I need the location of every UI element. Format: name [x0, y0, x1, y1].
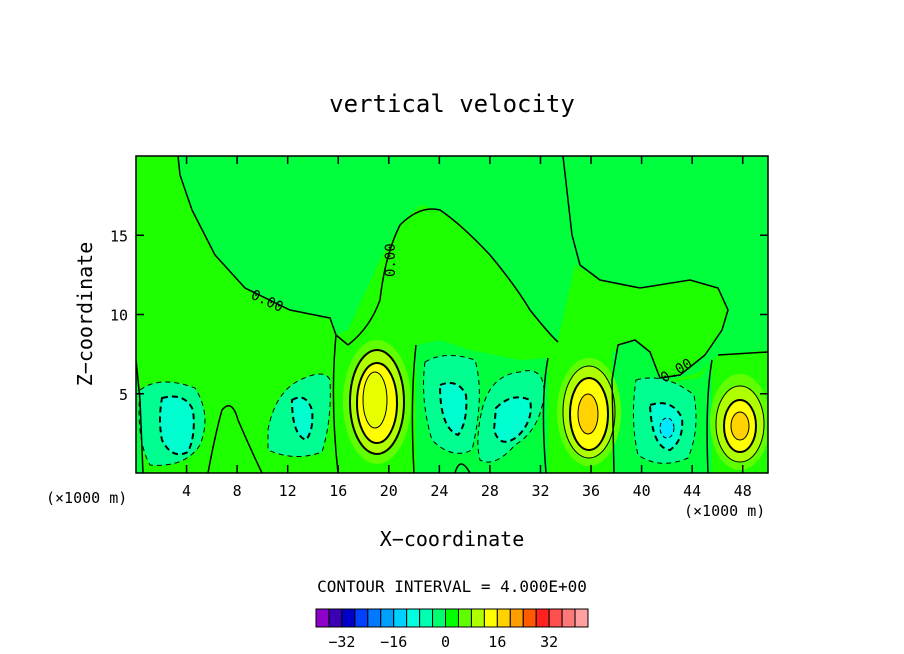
colorbar-swatch-9	[432, 608, 447, 628]
colorbar-tick-labels: −32 −16 0 16 32	[328, 633, 558, 651]
colorbar-swatch-3	[354, 608, 369, 628]
x-tick-label: 32	[531, 482, 549, 500]
colorbar-tick-label: 0	[441, 633, 450, 651]
x-tick-label: 36	[582, 482, 600, 500]
y-axis-ticks: 5 10 15	[110, 227, 768, 404]
downdraft-3	[423, 355, 480, 454]
colorbar-swatch-7	[406, 608, 421, 628]
x-unit-left: (×1000 m)	[46, 489, 127, 507]
x-tick-label: 8	[233, 482, 242, 500]
colorbar-swatch-10	[445, 608, 459, 628]
colorbar-swatch-20	[574, 608, 589, 628]
colorbar-swatch-5	[380, 608, 395, 628]
contour-region-upper	[178, 156, 768, 382]
colorbar-tick-label: 16	[488, 633, 506, 651]
x-tick-label: 16	[329, 482, 347, 500]
updraft-1	[343, 340, 411, 464]
colorbar-swatch-18	[548, 608, 563, 628]
chart-title: vertical velocity	[329, 90, 575, 118]
x-tick-label: 20	[380, 482, 398, 500]
colorbar-swatch-11	[457, 608, 472, 628]
y-tick-label: 5	[119, 386, 128, 404]
x-tick-label: 24	[430, 482, 448, 500]
x-axis-label: X−coordinate	[380, 527, 525, 551]
colorbar-swatch-14	[496, 608, 511, 628]
colorbar-tick-label: −16	[380, 633, 407, 651]
updraft-3	[710, 374, 768, 470]
downdraft-2	[267, 373, 331, 457]
colorbar-swatch-17	[535, 608, 550, 628]
x-axis-ticks: 4 8 12 16 20 24 28 32 36 40 44 48	[182, 156, 752, 500]
colorbar-swatch-13	[483, 608, 498, 628]
colorbar-swatch-15	[509, 608, 524, 628]
colorbar-swatch-6	[393, 608, 408, 628]
contour-label-1: 0.00	[383, 243, 399, 277]
colorbar-swatch-19	[561, 608, 576, 628]
x-unit-right: (×1000 m)	[684, 502, 765, 520]
colorbar-swatch-2	[341, 608, 356, 628]
zero-contours	[136, 156, 768, 473]
contour-field	[136, 156, 768, 473]
colorbar	[315, 608, 589, 628]
y-tick-label: 10	[110, 307, 128, 325]
x-tick-label: 28	[481, 482, 499, 500]
x-tick-label: 44	[683, 482, 701, 500]
contour-interval-text: CONTOUR INTERVAL = 4.000E+00	[317, 577, 587, 596]
downdraft-4	[477, 370, 545, 463]
colorbar-swatch-1	[328, 608, 343, 628]
downdraft-5	[632, 377, 697, 464]
x-tick-label: 4	[182, 482, 191, 500]
downdraft-1	[138, 381, 206, 466]
colorbar-swatch-8	[419, 608, 434, 628]
colorbar-tick-label: −32	[328, 633, 355, 651]
colorbar-swatch-12	[470, 608, 485, 628]
colorbar-swatch-0	[315, 608, 330, 628]
x-tick-label: 48	[734, 482, 752, 500]
x-tick-label: 12	[279, 482, 297, 500]
updraft-2	[557, 358, 621, 466]
colorbar-swatch-4	[367, 608, 382, 628]
colorbar-swatch-16	[522, 608, 537, 628]
y-axis-label: Z−coordinate	[73, 242, 97, 387]
y-tick-label: 15	[110, 227, 128, 245]
colorbar-tick-label: 32	[540, 633, 558, 651]
x-tick-label: 40	[633, 482, 651, 500]
